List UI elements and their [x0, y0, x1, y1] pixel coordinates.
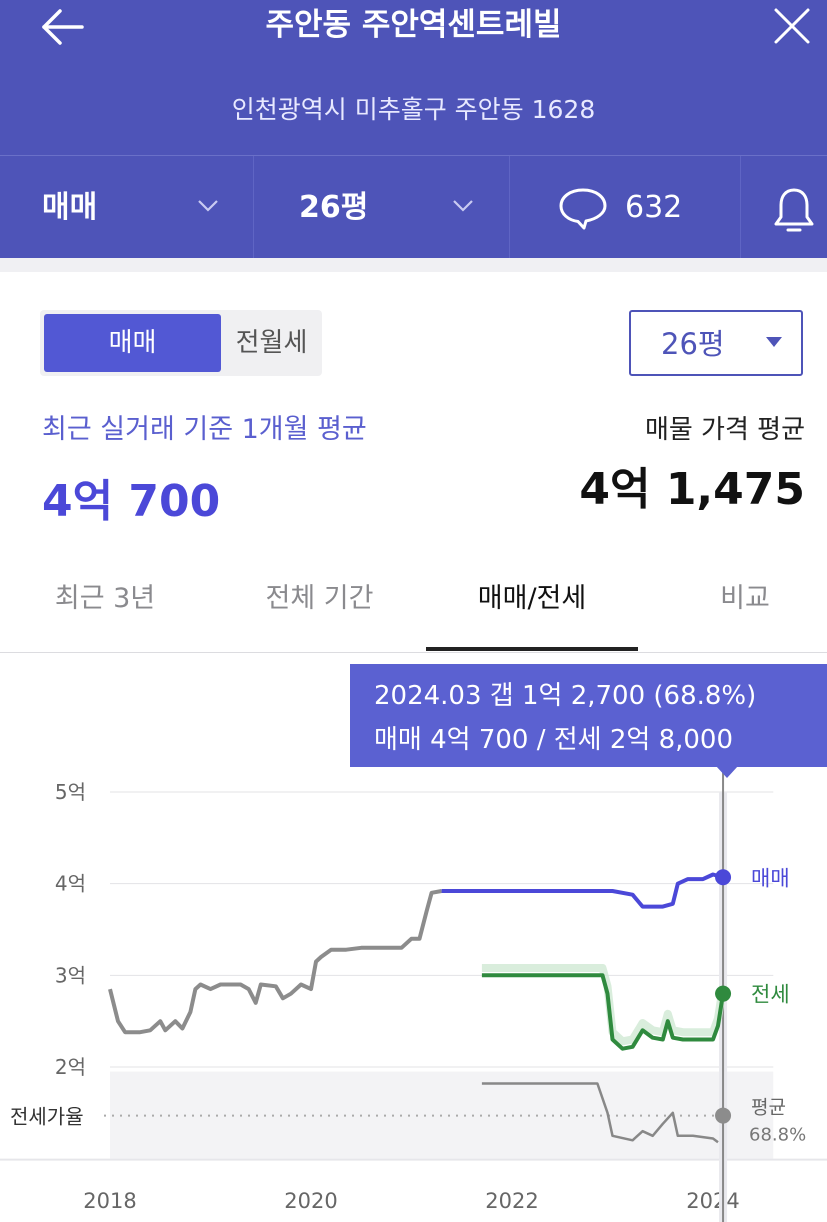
ratio-series-line: [481, 1082, 719, 1144]
tooltip-gap-line: 2024.03 갭 1억 2,700 (68.8%): [374, 681, 757, 711]
bell-icon: [774, 188, 814, 232]
tooltip-price-line: 매매 4억 700 / 전세 2억 8,000: [374, 725, 734, 755]
tab-sale-jeonse[interactable]: 매매/전세: [477, 583, 587, 614]
jeonse-end-marker[interactable]: [715, 985, 732, 1002]
x-tick-label: 2024: [686, 1189, 739, 1213]
period-tabs: 최근 3년 전체 기간 매매/전세 비교: [0, 566, 827, 653]
ratio-end-label: 평균: [751, 1097, 786, 1119]
speech-bubble-icon: [559, 188, 607, 230]
size-value: 26평: [299, 190, 369, 225]
close-button[interactable]: [770, 6, 814, 46]
x-tick-label: 2018: [83, 1189, 136, 1213]
y-tick-label: 2억: [55, 1055, 86, 1079]
comments-button[interactable]: 632: [509, 156, 741, 259]
listing-average-label: 매물 가격 평균: [644, 415, 805, 445]
complex-address: 인천광역시 미추홀구 주안동 1628: [231, 95, 596, 124]
tooltip-pointer: [716, 766, 738, 778]
page-title: 주안동 주안역센트레빌: [265, 7, 562, 43]
notification-button[interactable]: [740, 156, 827, 259]
caret-down-icon: [766, 337, 782, 347]
comment-count: 632: [625, 190, 683, 225]
x-tick-label: 2022: [485, 1189, 538, 1213]
sale-series-line: [441, 872, 724, 909]
filter-bar: 매매 26평 632: [0, 155, 827, 259]
chart-tooltip: 2024.03 갭 1억 2,700 (68.8%) 매매 4억 700 / 전…: [350, 664, 827, 767]
trade-type-dropdown[interactable]: 매매: [0, 156, 254, 259]
recent-average-label: 최근 실거래 기준 1개월 평균: [42, 414, 367, 445]
size-select-value: 26평: [661, 327, 725, 361]
arrow-left-icon: [42, 9, 84, 45]
sale-history-line: [108, 889, 442, 1035]
ratio-end-value: 68.8%: [749, 1125, 806, 1146]
y-tick-label: 4억: [55, 872, 86, 896]
ratio-end-marker[interactable]: [715, 1107, 732, 1124]
tab-compare[interactable]: 비교: [720, 583, 770, 614]
chevron-down-icon: [453, 200, 473, 212]
close-icon: [774, 8, 810, 44]
jeonse-range-band: [481, 964, 727, 1046]
trade-type-value: 매매: [42, 190, 98, 225]
recent-average-value: 4억 700: [42, 476, 221, 527]
x-tick-label: 2020: [284, 1189, 337, 1213]
jeonse-end-label: 전세: [751, 983, 790, 1007]
segment-sale[interactable]: 매매: [44, 314, 221, 372]
y-tick-label: 3억: [55, 963, 86, 987]
segment-rent[interactable]: 전월세: [235, 328, 308, 358]
size-dropdown[interactable]: 26평: [253, 156, 510, 259]
listing-average-value: 4억 1,475: [579, 464, 805, 515]
sale-end-marker[interactable]: [715, 869, 732, 886]
ratio-band-label: 전세가율: [10, 1105, 84, 1129]
tab-all-period[interactable]: 전체 기간: [265, 583, 374, 614]
active-tab-indicator: [426, 647, 638, 651]
size-select[interactable]: 26평: [629, 310, 803, 376]
tab-recent-3y[interactable]: 최근 3년: [54, 583, 156, 614]
y-tick-label: 5억: [55, 780, 86, 804]
section-divider: [0, 258, 827, 272]
chevron-down-icon: [198, 200, 218, 212]
trade-type-segmented-control: 매매 전월세: [40, 310, 322, 376]
back-button[interactable]: [38, 4, 88, 50]
jeonse-series-line: [481, 973, 725, 1051]
app-header: 주안동 주안역센트레빌 인천광역시 미추홀구 주안동 1628 매매 26평 6…: [0, 0, 827, 259]
sale-end-label: 매매: [751, 866, 790, 890]
